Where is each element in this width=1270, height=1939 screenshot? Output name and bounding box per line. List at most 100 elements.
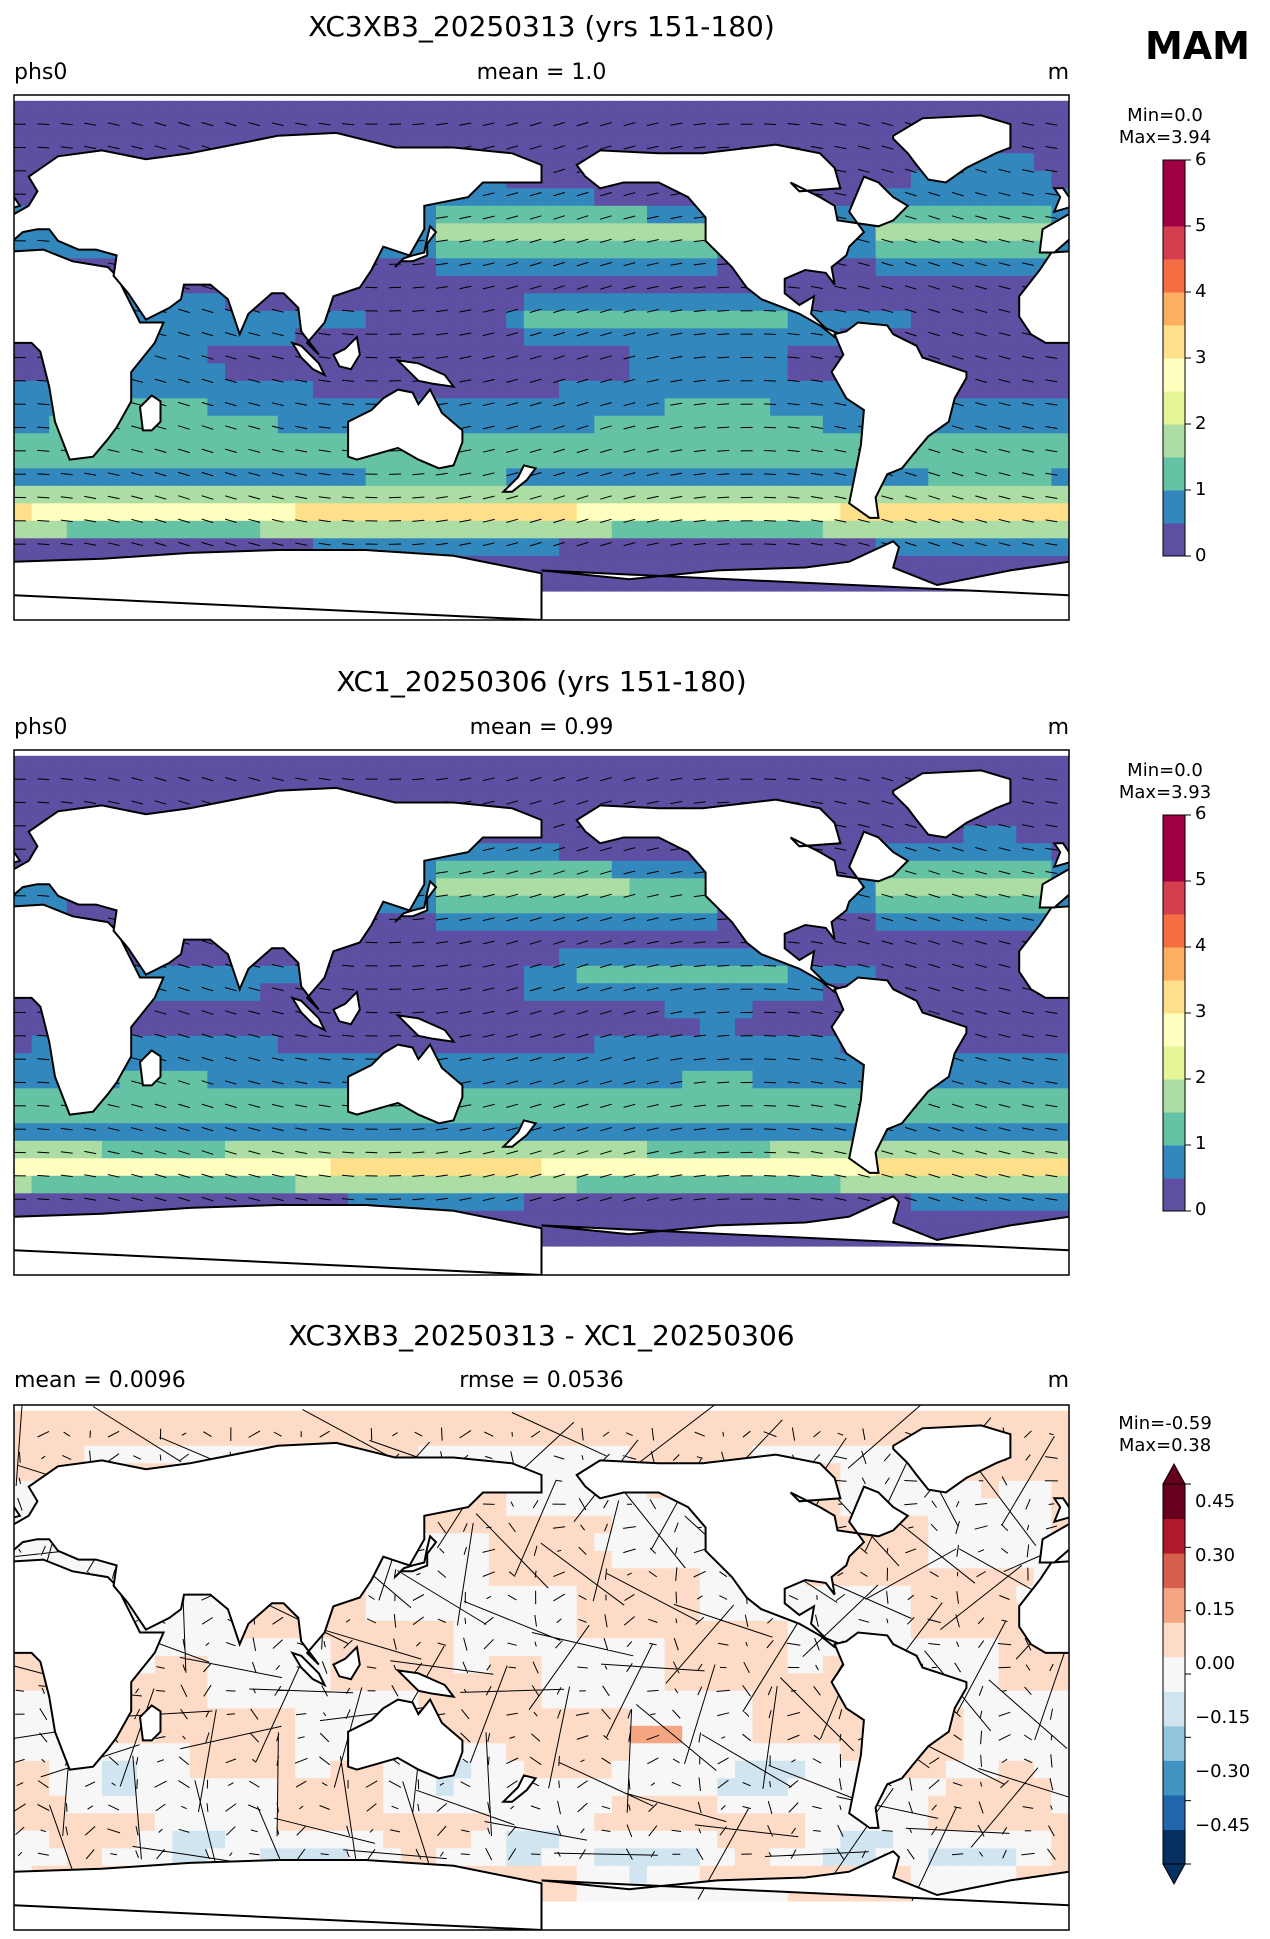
panel2-colorbar-tick: 2 <box>1195 1067 1207 1088</box>
panel3-title: XC3XB3_20250313 - XC1_20250306 <box>288 1319 795 1352</box>
land-sumatra <box>290 996 327 1033</box>
land-eurasia <box>1038 1522 1069 1564</box>
panel3-colorbar-tick: −0.15 <box>1195 1707 1251 1728</box>
panel3-mean-label: mean = 0.0096 <box>14 1368 186 1393</box>
panel3-colorbar <box>1162 1462 1191 1886</box>
land-africa <box>1018 1560 1069 1654</box>
land-madagascar <box>1195 1705 1216 1740</box>
panel3-colorbar-tick: −0.30 <box>1195 1761 1251 1782</box>
land-antarctica <box>541 1850 1069 1907</box>
land-madagascar <box>138 1704 162 1742</box>
panel2-colorbar-tick: 1 <box>1195 1133 1207 1154</box>
panel2-title: XC1_20250306 (yrs 151-180) <box>336 665 747 698</box>
land-antarctica <box>14 1859 543 1930</box>
land-antarctica <box>541 540 1069 597</box>
land-uk <box>1052 1497 1069 1524</box>
land-antarctica <box>14 549 543 620</box>
panel3-rmse-label: rmse = 0.0536 <box>459 1368 624 1393</box>
land-australia <box>347 1697 464 1780</box>
land-antarctica <box>14 1204 543 1275</box>
land-samerica <box>830 976 968 1174</box>
land-borneo <box>332 990 361 1026</box>
land-namerica <box>575 143 910 339</box>
land-australia <box>347 1042 464 1125</box>
panel1-colorbar-tick: 0 <box>1195 545 1207 566</box>
land-africa <box>1018 250 1069 344</box>
panel3-colorbar-tick: −0.45 <box>1195 1815 1251 1836</box>
panel3-colorbar-tick: 0.30 <box>1195 1545 1236 1566</box>
land-africa <box>14 248 166 461</box>
land-africa <box>14 903 166 1116</box>
panel3-units-label: m <box>1047 1368 1069 1393</box>
land-madagascar <box>1195 1050 1216 1085</box>
map-frame <box>13 749 1070 1276</box>
map-panel-1 <box>13 94 1216 621</box>
land-newguinea <box>395 1013 456 1044</box>
panel2-mean-label: mean = 0.99 <box>469 715 614 740</box>
land-nz <box>500 464 538 493</box>
panel2-colorbar-tick: 5 <box>1195 869 1207 890</box>
land-antarctica <box>541 1195 1069 1252</box>
land-africa <box>14 1558 166 1771</box>
land-australia <box>347 387 464 470</box>
panel1-colorbar-tick: 6 <box>1195 149 1207 170</box>
panel1-colorbar-tick: 3 <box>1195 347 1207 368</box>
map-panel-2 <box>13 749 1216 1276</box>
panel1-min-label: Min=0.0 <box>1127 105 1203 126</box>
panel1-units-label: m <box>1047 60 1069 85</box>
panel1-variable-label: phs0 <box>14 60 68 85</box>
panel1-colorbar-tick: 2 <box>1195 413 1207 434</box>
land-eurasia <box>14 786 543 1011</box>
panel1-mean-label: mean = 1.0 <box>476 60 607 85</box>
land-nz <box>500 1119 538 1148</box>
map-panel-3 <box>13 1404 1216 1931</box>
season-label: MAM <box>1144 24 1250 68</box>
land-africa <box>1018 905 1069 999</box>
panel2-colorbar-tick: 3 <box>1195 1001 1207 1022</box>
land-borneo <box>332 1645 361 1681</box>
land-greenland <box>892 114 1012 184</box>
land-samerica <box>830 321 968 519</box>
land-eurasia <box>1038 212 1069 254</box>
land-eurasia <box>14 1441 543 1666</box>
land-uk <box>1052 187 1069 214</box>
land-madagascar <box>138 1049 162 1087</box>
panel2-min-label: Min=0.0 <box>1127 760 1203 781</box>
panel1-colorbar-tick: 5 <box>1195 215 1207 236</box>
land-uk <box>14 1505 22 1519</box>
panel3-max-label: Max=0.38 <box>1118 1435 1212 1456</box>
panel2-colorbar-tick: 6 <box>1195 803 1207 824</box>
land-nz <box>500 1774 538 1803</box>
land-namerica <box>575 1453 910 1649</box>
panel3-colorbar-tick: 0.45 <box>1195 1491 1236 1512</box>
land-greenland <box>892 1424 1012 1494</box>
land-newguinea <box>395 358 456 389</box>
land-eurasia <box>14 131 543 356</box>
land-uk <box>14 850 22 864</box>
panel2-colorbar <box>1162 814 1191 1212</box>
panel3-min-label: Min=-0.59 <box>1118 1413 1212 1434</box>
panel2-max-label: Max=3.93 <box>1118 782 1212 803</box>
map-frame <box>13 1404 1070 1931</box>
land-namerica <box>575 798 910 994</box>
land-madagascar <box>1195 395 1216 430</box>
land-greenland <box>892 769 1012 839</box>
land-uk <box>1052 842 1069 869</box>
panel1-colorbar-tick: 4 <box>1195 281 1207 302</box>
panel1-title: XC3XB3_20250313 (yrs 151-180) <box>308 10 775 43</box>
panel1-colorbar <box>1162 159 1191 557</box>
land-sumatra <box>290 1651 327 1688</box>
land-madagascar <box>138 394 162 432</box>
panel2-units-label: m <box>1047 715 1069 740</box>
panel1-max-label: Max=3.94 <box>1118 127 1212 148</box>
land-sumatra <box>290 341 327 378</box>
land-japan <box>394 1534 438 1578</box>
panel2-colorbar-tick: 0 <box>1195 1199 1207 1220</box>
land-japan <box>394 879 438 923</box>
land-newguinea <box>395 1668 456 1699</box>
land-japan <box>394 224 438 268</box>
land-eurasia <box>1038 867 1069 909</box>
panel2-colorbar-tick: 4 <box>1195 935 1207 956</box>
land-samerica <box>830 1631 968 1829</box>
